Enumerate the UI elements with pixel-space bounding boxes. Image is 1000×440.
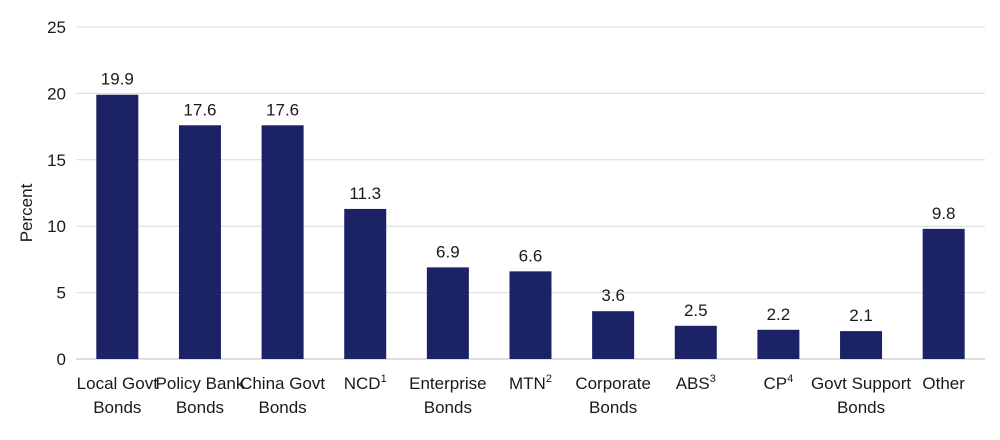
category-label: NCD1	[344, 373, 387, 393]
bar	[592, 311, 635, 359]
category-label: Policy Bank	[156, 374, 245, 393]
category-label: Enterprise	[409, 374, 486, 393]
footnote-marker: 3	[710, 373, 716, 385]
bar	[344, 208, 387, 359]
data-label: 2.5	[684, 301, 708, 320]
y-tick-label: 20	[47, 84, 66, 103]
category-label: Other	[922, 374, 965, 393]
category-label: Govt Support	[811, 374, 911, 393]
category-label: Bonds	[176, 398, 224, 417]
data-label: 17.6	[266, 100, 299, 119]
category-label: Corporate	[575, 374, 651, 393]
bar	[178, 125, 221, 359]
data-label: 9.8	[932, 204, 956, 223]
y-tick-label: 5	[57, 284, 66, 303]
bar	[674, 325, 717, 359]
category-label: China Govt	[240, 374, 325, 393]
category-label: Bonds	[93, 398, 141, 417]
bar	[96, 94, 139, 359]
category-label: MTN2	[509, 373, 552, 393]
category-label: Local Govt	[77, 374, 159, 393]
data-label: 3.6	[601, 286, 625, 305]
data-label: 6.6	[519, 246, 543, 265]
data-label: 19.9	[101, 70, 134, 89]
data-label: 17.6	[183, 100, 216, 119]
x-axis-categories: Local Govt Bonds Policy Bank Bonds China Gov…	[77, 373, 966, 417]
footnote-marker: 1	[381, 373, 387, 385]
category-label: CP4	[764, 373, 794, 393]
category-label: Bonds	[258, 398, 306, 417]
category-label: Bonds	[837, 398, 885, 417]
category-label: Bonds	[424, 398, 472, 417]
data-label: 11.3	[349, 184, 381, 203]
footnote-marker: 2	[546, 373, 552, 385]
footnote-marker: 4	[787, 373, 793, 385]
bar	[757, 329, 800, 359]
bar	[922, 228, 965, 359]
y-tick-label: 25	[47, 18, 66, 37]
bar	[261, 125, 304, 359]
category-label: ABS3	[676, 373, 716, 393]
bar	[426, 267, 469, 359]
data-labels: 19.9 17.6 17.6 11.3 6.9 6.6 3.6 2.5 2.2 2.1 9.8	[101, 70, 956, 325]
data-label: 2.1	[849, 306, 873, 325]
y-axis-ticks: 0 5 10 15 20 25	[47, 18, 66, 369]
gridlines	[76, 26, 985, 360]
category-label: Bonds	[589, 398, 637, 417]
y-tick-label: 0	[57, 350, 66, 369]
data-label: 2.2	[767, 305, 791, 324]
bar	[840, 331, 883, 359]
y-tick-label: 10	[47, 217, 66, 236]
bar	[509, 271, 552, 359]
bars	[96, 94, 965, 359]
data-label: 6.9	[436, 242, 460, 261]
y-axis-title: Percent	[17, 183, 36, 242]
y-tick-label: 15	[47, 151, 66, 170]
